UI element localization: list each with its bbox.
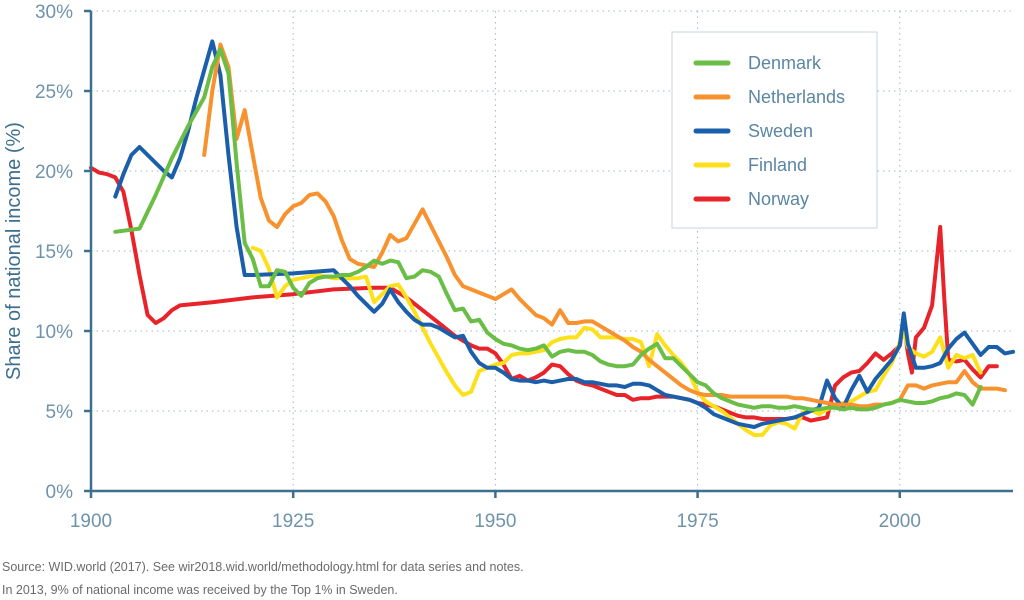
series-layer	[89, 39, 1015, 437]
x-ticks: 1900 1925 1950 1975 2000	[70, 491, 921, 532]
y-tick-label: 5%	[46, 402, 74, 423]
series-line-norway	[89, 165, 999, 423]
source-note: Source: WID.world (2017). See wir2018.wi…	[2, 560, 524, 574]
x-tick-label: 2000	[879, 511, 921, 532]
legend-label-finland: Finland	[748, 155, 807, 175]
series-line-sweden	[113, 39, 1015, 429]
series-line-netherlands	[202, 42, 1007, 409]
legend: Denmark Netherlands Sweden Finland Norway	[671, 31, 878, 229]
y-tick-label: 30%	[35, 2, 73, 23]
y-tick-label: 15%	[35, 242, 73, 263]
x-tick-label: 1950	[474, 511, 516, 532]
x-tick-label: 1925	[272, 511, 314, 532]
legend-label-sweden: Sweden	[748, 121, 813, 141]
y-ticks: 0% 5% 10% 15% 20% 25% 30%	[35, 2, 91, 503]
fact-note: In 2013, 9% of national income was recei…	[2, 583, 398, 597]
y-tick-label: 20%	[35, 162, 73, 183]
series-line-denmark	[113, 47, 983, 412]
x-tick-label: 1975	[676, 511, 718, 532]
y-axis-label: Share of national income (%)	[3, 122, 25, 380]
line-chart: 0% 5% 10% 15% 20% 25% 30% 1900 1925 1950 1975 2000…	[3, 2, 1015, 532]
y-tick-label: 10%	[35, 322, 73, 343]
x-tick-label: 1900	[70, 511, 112, 532]
legend-label-denmark: Denmark	[748, 53, 822, 73]
legend-label-netherlands: Netherlands	[748, 87, 845, 107]
y-tick-label: 0%	[46, 482, 74, 503]
y-tick-label: 25%	[35, 82, 73, 103]
legend-label-norway: Norway	[748, 189, 809, 209]
